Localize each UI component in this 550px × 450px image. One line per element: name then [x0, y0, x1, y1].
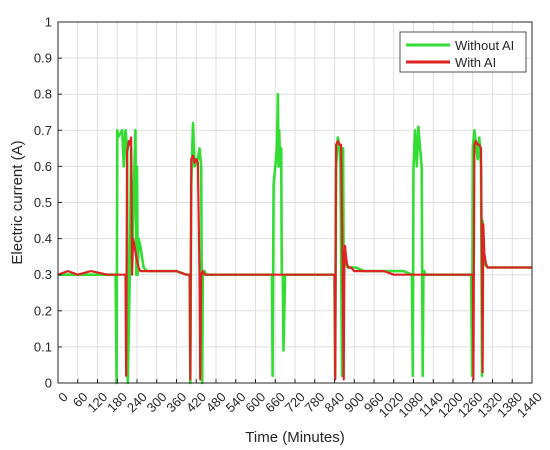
y-tick-label-7: 0.7: [34, 123, 52, 138]
y-tick-label-4: 0.4: [34, 231, 52, 246]
y-tick-label-10: 1: [45, 15, 52, 30]
y-tick-label-1: 0.1: [34, 339, 52, 354]
y-tick-label-3: 0.3: [34, 267, 52, 282]
y-tick-label-5: 0.5: [34, 195, 52, 210]
series-layer: [57, 92, 532, 385]
legend-label-with-ai: With AI: [455, 55, 496, 70]
legend: Without AI With AI: [399, 31, 527, 73]
y-tick-label-0: 0: [45, 376, 52, 391]
y-tick-label-2: 0.2: [34, 303, 52, 318]
x-axis-label: Time (Minutes): [245, 429, 344, 446]
y-tick-label-9: 0.9: [34, 51, 52, 66]
legend-box: [399, 31, 527, 73]
legend-label-without-ai: Without AI: [455, 38, 514, 53]
y-tick-label-8: 0.8: [34, 87, 52, 102]
y-tick-label-6: 0.6: [34, 159, 52, 174]
series-line-with-ai: [57, 136, 532, 381]
y-axis-ticks: 0 0.1 0.2 0.3 0.4 0.5 0.6 0.7 0.8 0.9 1: [34, 15, 62, 391]
y-axis-label: Electric current (A): [9, 140, 26, 264]
